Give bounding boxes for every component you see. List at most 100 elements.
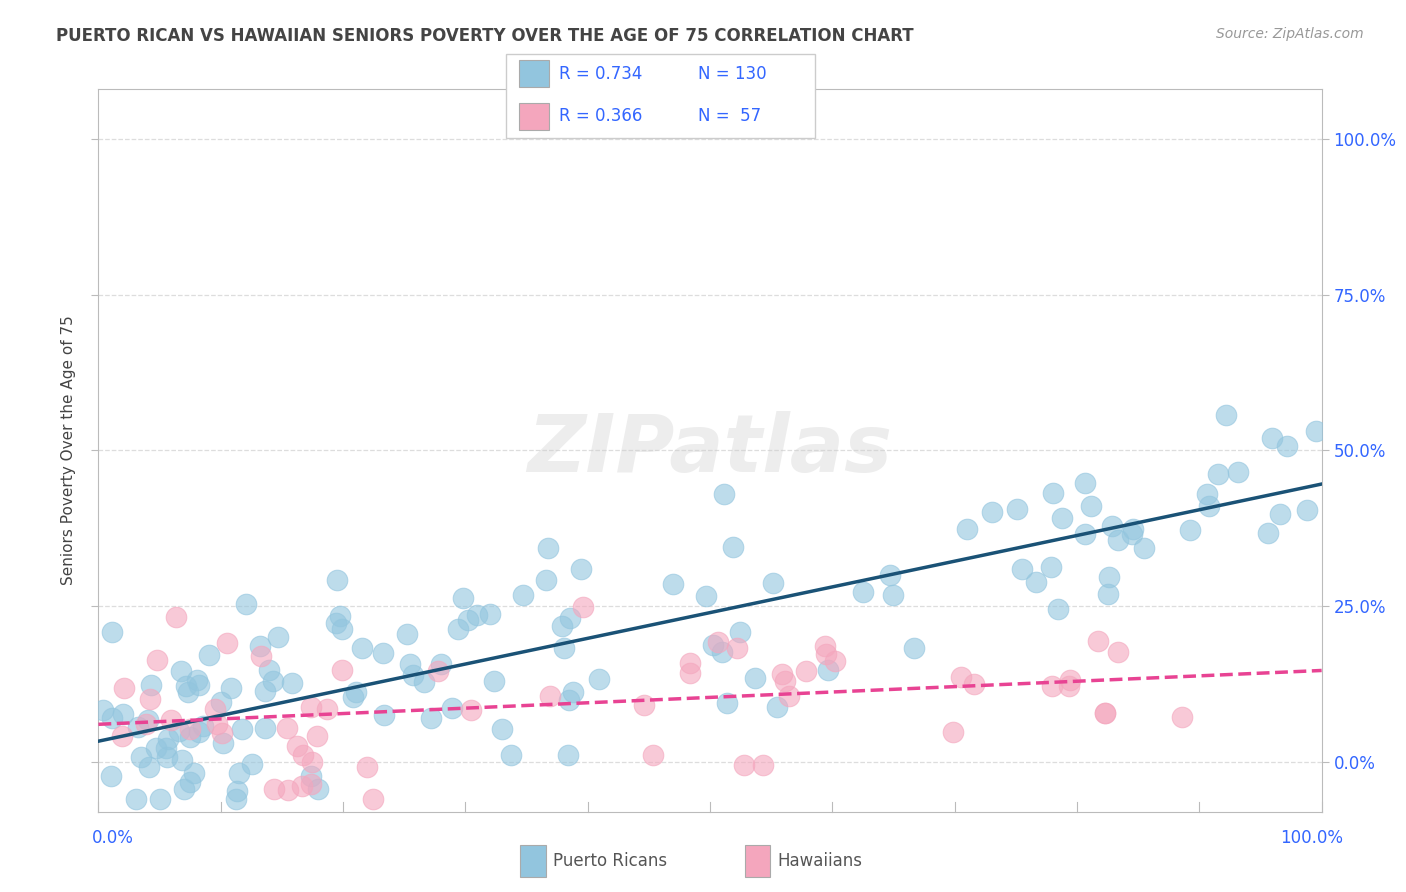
Point	[770, 667, 793, 681]
Point	[225, 784, 247, 798]
Point	[538, 690, 561, 704]
Point	[446, 622, 468, 636]
Point	[292, 747, 315, 762]
Point	[291, 779, 314, 793]
Text: ZIPatlas: ZIPatlas	[527, 411, 893, 490]
Point	[307, 781, 329, 796]
Point	[332, 663, 354, 677]
Point	[501, 747, 523, 762]
Point	[262, 674, 284, 689]
Point	[186, 673, 208, 687]
Point	[1215, 408, 1237, 422]
Point	[396, 626, 419, 640]
Point	[537, 541, 560, 555]
FancyBboxPatch shape	[506, 54, 815, 138]
Point	[752, 758, 775, 772]
Point	[157, 732, 180, 747]
Text: PUERTO RICAN VS HAWAIIAN SENIORS POVERTY OVER THE AGE OF 75 CORRELATION CHART: PUERTO RICAN VS HAWAIIAN SENIORS POVERTY…	[56, 27, 914, 45]
Point	[263, 781, 285, 796]
Point	[1305, 424, 1327, 438]
Point	[373, 707, 395, 722]
Point	[1098, 569, 1121, 583]
Point	[1171, 710, 1194, 724]
Point	[557, 693, 579, 707]
Point	[778, 690, 800, 704]
Point	[1101, 519, 1123, 533]
Point	[361, 792, 384, 806]
Point	[299, 700, 322, 714]
Point	[1057, 679, 1080, 693]
Point	[733, 758, 755, 772]
Point	[326, 574, 349, 588]
Point	[344, 685, 367, 699]
Point	[305, 729, 328, 743]
Point	[796, 664, 818, 678]
Point	[1121, 526, 1143, 541]
Point	[174, 679, 197, 693]
Point	[512, 588, 534, 602]
Point	[139, 692, 162, 706]
Point	[250, 649, 273, 664]
Point	[956, 523, 979, 537]
Point	[91, 702, 114, 716]
Point	[100, 769, 122, 783]
Point	[399, 657, 422, 671]
Point	[287, 739, 309, 753]
FancyBboxPatch shape	[519, 61, 550, 87]
Point	[276, 722, 298, 736]
Point	[316, 701, 339, 715]
Point	[695, 590, 717, 604]
Point	[440, 701, 463, 715]
Point	[373, 646, 395, 660]
Point	[1047, 602, 1070, 616]
Point	[219, 681, 242, 696]
Point	[561, 684, 583, 698]
Point	[903, 641, 925, 656]
Point	[356, 760, 378, 774]
Point	[100, 711, 122, 725]
Point	[149, 792, 172, 806]
Point	[136, 713, 159, 727]
Point	[551, 618, 574, 632]
Point	[1296, 502, 1319, 516]
Point	[1107, 645, 1129, 659]
Point	[465, 607, 488, 622]
Point	[402, 668, 425, 682]
Point	[852, 585, 875, 599]
Text: Hawaiians: Hawaiians	[778, 852, 862, 870]
Text: 100.0%: 100.0%	[1279, 830, 1343, 847]
Point	[1074, 527, 1097, 541]
Point	[1206, 467, 1229, 481]
Point	[281, 675, 304, 690]
Point	[125, 792, 148, 806]
Text: 0.0%: 0.0%	[91, 830, 134, 847]
Point	[254, 684, 277, 698]
Point	[228, 766, 250, 780]
Point	[882, 588, 904, 602]
Point	[457, 613, 479, 627]
Point	[949, 670, 972, 684]
Y-axis label: Seniors Poverty Over the Age of 75: Seniors Poverty Over the Age of 75	[60, 316, 76, 585]
Point	[240, 756, 263, 771]
Point	[330, 622, 353, 636]
Point	[1042, 486, 1064, 500]
Point	[160, 713, 183, 727]
Point	[1094, 706, 1116, 720]
Point	[111, 729, 134, 743]
Point	[101, 624, 124, 639]
Point	[814, 640, 837, 654]
Point	[1133, 541, 1156, 555]
Point	[129, 750, 152, 764]
Point	[725, 641, 748, 656]
Point	[1087, 634, 1109, 648]
Point	[179, 722, 201, 736]
Point	[299, 776, 322, 790]
Point	[183, 765, 205, 780]
Point	[557, 747, 579, 762]
Point	[1122, 522, 1144, 536]
Point	[277, 783, 299, 797]
Point	[744, 671, 766, 685]
Point	[193, 719, 215, 733]
Point	[678, 657, 700, 671]
Point	[235, 597, 257, 611]
